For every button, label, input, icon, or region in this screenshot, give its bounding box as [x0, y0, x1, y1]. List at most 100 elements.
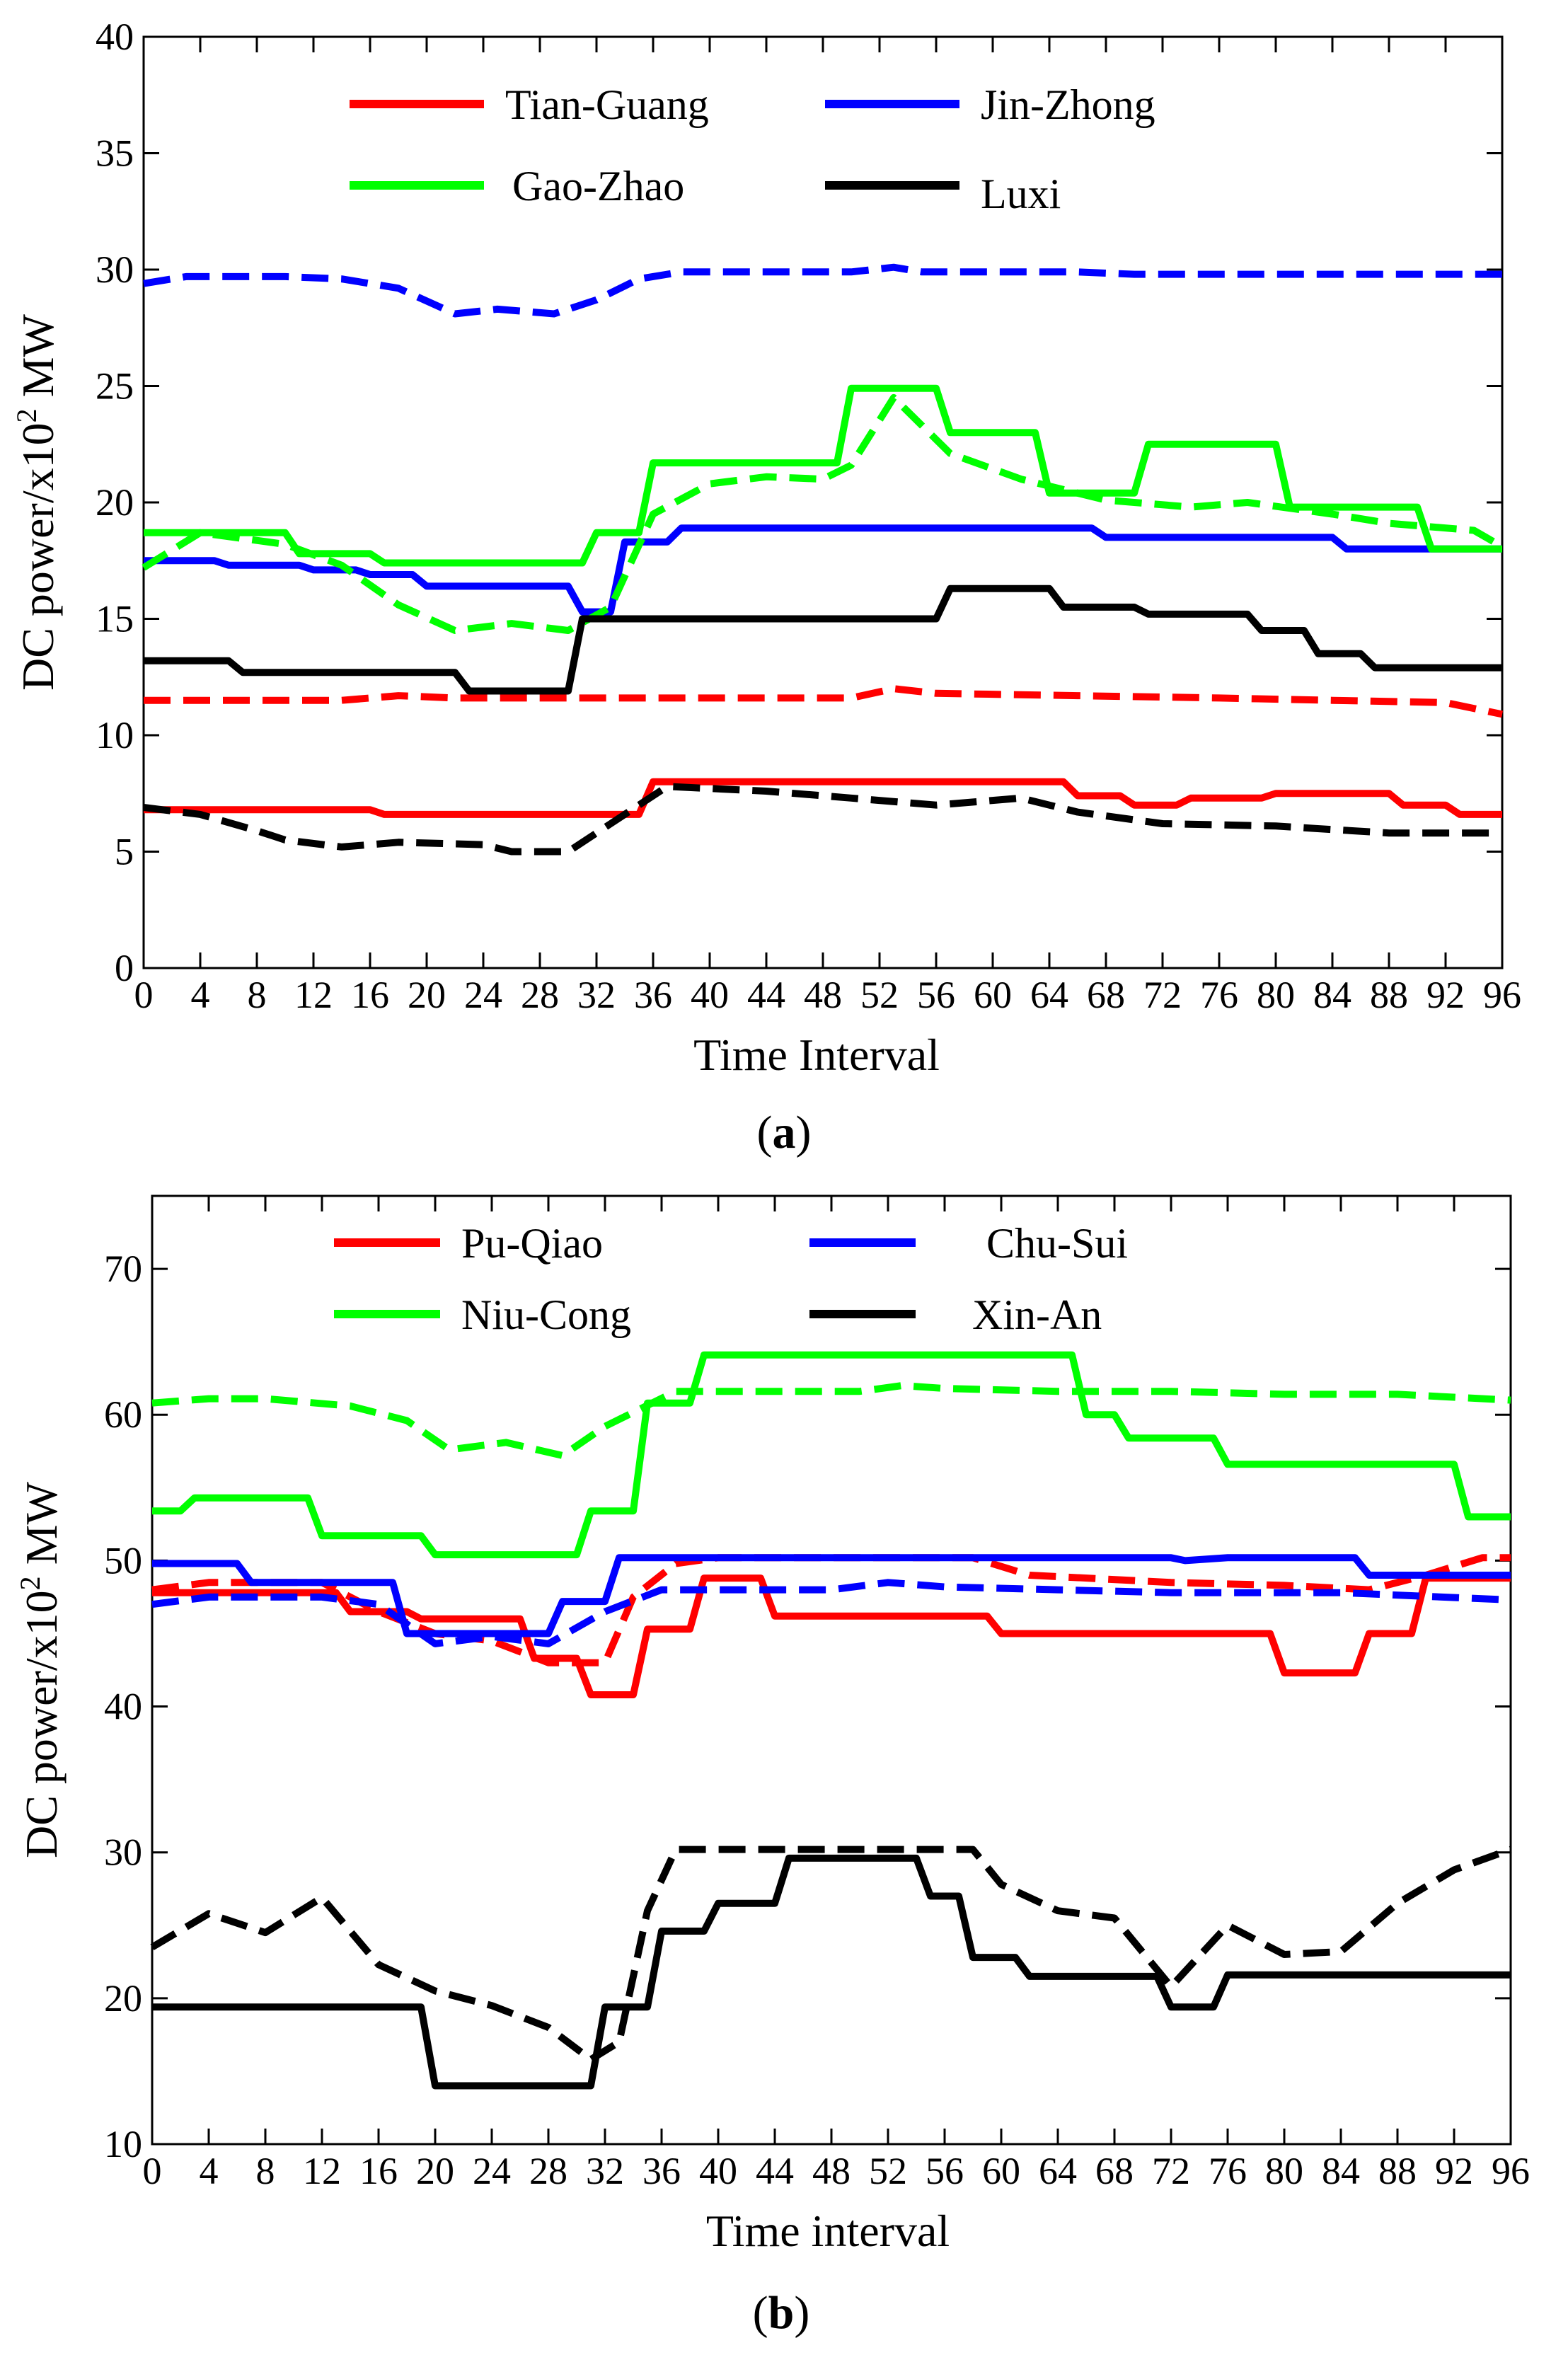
legend-label-jin-zhong: Jin-Zhong — [981, 81, 1155, 128]
x-tick-label: 28 — [521, 974, 559, 1016]
x-tick-label: 76 — [1209, 2150, 1247, 2192]
x-tick-label: 0 — [143, 2150, 162, 2192]
series-line-jin-zhong-solid — [144, 524, 1502, 616]
x-tick-label: 76 — [1200, 974, 1238, 1016]
series-line-xin-an-solid — [152, 1854, 1511, 2090]
x-tick-label: 84 — [1322, 2150, 1360, 2192]
x-tick-label: 56 — [926, 2150, 964, 2192]
x-tick-label: 12 — [303, 2150, 341, 2192]
y-tick-label: 10 — [96, 714, 134, 756]
series-layer — [142, 263, 1504, 856]
plot-frame — [142, 35, 1504, 969]
x-tick-label: 36 — [634, 974, 672, 1016]
x-tick-label: 68 — [1087, 974, 1125, 1016]
legend-label-xin-an: Xin-An — [972, 1291, 1102, 1338]
y-tick-label: 30 — [104, 1831, 142, 1874]
y-tick-label: 30 — [96, 248, 134, 291]
y-tick-label: 40 — [104, 1686, 142, 1728]
legend-label-luxi: Luxi — [981, 171, 1061, 217]
x-tick-label: 44 — [747, 974, 785, 1016]
x-tick-label: 8 — [248, 974, 267, 1016]
y-tick-label: 25 — [96, 365, 134, 408]
y-tick-label: 50 — [104, 1539, 142, 1582]
x-tick-label: 68 — [1095, 2150, 1134, 2192]
x-tick-label: 20 — [416, 2150, 454, 2192]
x-tick-label: 28 — [529, 2150, 567, 2192]
x-tick-label: 56 — [917, 974, 955, 1016]
series-line-pu-qiao-dashed — [151, 1554, 1511, 1666]
axis-ticks: 0 4 8 12 16 20 24 28 32 36 40 44 48 52 56 60 64 68 72 76 80 8… — [104, 1196, 1530, 2192]
series-line-xin-an-dashed — [150, 1846, 1512, 2063]
x-tick-label: 72 — [1143, 974, 1182, 1016]
legend: Pu-Qiao Chu-Sui Niu-Cong Xin-An — [334, 1220, 1128, 1338]
series-line-gao-zhao-dashed — [142, 393, 1504, 634]
y-tick-label: 70 — [104, 1248, 142, 1290]
series-line-luxi-solid — [144, 585, 1502, 695]
x-tick-label: 40 — [691, 974, 729, 1016]
series-line-jin-zhong-dashed — [143, 263, 1502, 318]
x-tick-label: 32 — [577, 974, 616, 1016]
x-tick-label: 0 — [134, 974, 154, 1016]
series-line-niu-cong-dashed — [151, 1382, 1511, 1459]
x-tick-label: 44 — [756, 2150, 794, 2192]
series-line-tian-guang-dashed — [144, 685, 1504, 718]
x-tick-label: 36 — [642, 2150, 681, 2192]
series-layer — [150, 1351, 1512, 2090]
y-axis-title: DC power/x102 MW — [11, 313, 63, 691]
x-tick-label: 52 — [860, 974, 899, 1016]
x-tick-label: 12 — [294, 974, 333, 1016]
x-tick-label: 92 — [1435, 2150, 1473, 2192]
y-tick-label: 5 — [115, 831, 134, 873]
y-tick-label: 0 — [115, 947, 134, 989]
x-tick-label: 60 — [982, 2150, 1020, 2192]
x-tick-label: 80 — [1257, 974, 1295, 1016]
x-tick-label: 24 — [473, 2150, 511, 2192]
panel-caption-b: (b) — [753, 2287, 810, 2339]
x-tick-label: 32 — [586, 2150, 624, 2192]
x-tick-label: 52 — [869, 2150, 907, 2192]
x-tick-label: 24 — [464, 974, 502, 1016]
x-tick-label: 92 — [1426, 974, 1465, 1016]
series-line-gao-zhao-solid — [144, 384, 1502, 567]
x-tick-label: 64 — [1030, 974, 1068, 1016]
legend-label-gao-zhao: Gao-Zhao — [512, 163, 684, 209]
y-tick-label: 40 — [96, 16, 134, 58]
y-tick-label: 20 — [104, 1977, 142, 2020]
x-tick-label: 48 — [804, 974, 842, 1016]
legend-label-tian-guang: Tian-Guang — [505, 81, 709, 128]
legend-label-niu-cong: Niu-Cong — [461, 1291, 631, 1338]
panel-caption-a: (a) — [757, 1107, 812, 1158]
legend: Tian-Guang Jin-Zhong Gao-Zhao Luxi — [350, 81, 1155, 217]
x-tick-label: 20 — [408, 974, 446, 1016]
x-tick-label: 48 — [812, 2150, 851, 2192]
series-line-chu-sui-solid — [152, 1554, 1511, 1637]
axis-ticks: 0 4 8 12 16 20 24 28 32 36 40 44 48 52 56 60 64 68 72 76 80 8… — [96, 16, 1521, 1016]
x-tick-label: 88 — [1370, 974, 1408, 1016]
series-line-chu-sui-dashed — [151, 1579, 1511, 1647]
y-tick-label: 20 — [96, 481, 134, 524]
x-tick-label: 96 — [1483, 974, 1521, 1016]
series-line-niu-cong-solid — [152, 1351, 1511, 1559]
x-tick-label: 88 — [1378, 2150, 1417, 2192]
y-tick-label: 15 — [96, 598, 134, 640]
legend-label-pu-qiao: Pu-Qiao — [461, 1220, 603, 1267]
series-line-tian-guang-solid — [144, 778, 1502, 818]
y-tick-label: 10 — [104, 2123, 142, 2165]
y-axis-title: DC power/x102 MW — [14, 1481, 67, 1858]
legend-label-chu-sui: Chu-Sui — [986, 1220, 1128, 1267]
x-tick-label: 96 — [1492, 2150, 1530, 2192]
series-line-pu-qiao-solid — [152, 1574, 1511, 1698]
x-tick-label: 84 — [1313, 974, 1351, 1016]
x-tick-label: 8 — [256, 2150, 275, 2192]
x-tick-label: 16 — [351, 974, 389, 1016]
y-tick-label: 60 — [104, 1393, 142, 1436]
series-line-luxi-dashed — [143, 783, 1502, 856]
panel-a: 0 4 8 12 16 20 24 28 32 36 40 44 48 52 56 60 64 68 72 76 80 8… — [11, 16, 1521, 1158]
y-tick-label: 35 — [96, 132, 134, 175]
x-tick-label: 80 — [1265, 2150, 1303, 2192]
x-tick-label: 60 — [974, 974, 1012, 1016]
x-tick-label: 4 — [200, 2150, 219, 2192]
panel-b: 0 4 8 12 16 20 24 28 32 36 40 44 48 52 56 60 64 68 72 76 80 8… — [14, 1194, 1530, 2339]
x-tick-label: 72 — [1152, 2150, 1190, 2192]
